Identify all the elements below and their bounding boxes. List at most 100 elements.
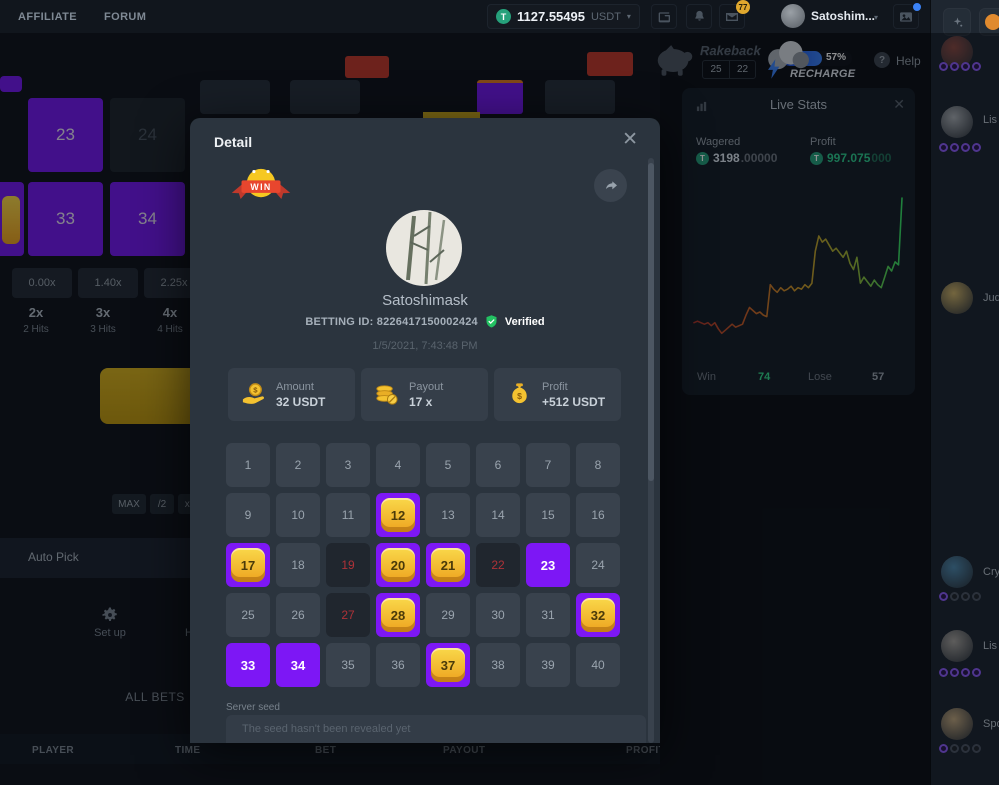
column-header-time: TIME	[175, 745, 201, 756]
balance-dropdown[interactable]: T 1127.55495 USDT ▾	[487, 4, 640, 29]
chat-username[interactable]: Cry	[983, 566, 999, 578]
level-badge-icon	[972, 668, 981, 677]
board-cell-24[interactable]: 24	[110, 98, 185, 172]
bet-username[interactable]: Satoshimask	[382, 292, 468, 309]
board-cell-33[interactable]: 33	[28, 182, 103, 256]
lose-value: 57	[872, 371, 885, 383]
hit-tab-2x[interactable]: 2x 2 Hits	[4, 305, 68, 335]
chat-username[interactable]: Lis	[983, 640, 998, 652]
chat-user-avatar[interactable]	[941, 630, 973, 662]
keno-cell-1: 1	[226, 443, 270, 487]
close-icon[interactable]: ✕	[622, 129, 638, 150]
mail-badge: 77	[736, 0, 750, 14]
bet-detail-modal: Detail ✕ WIN Satoshimask	[190, 118, 660, 743]
wagered-value: T 3198.00000	[696, 151, 777, 165]
level-badge-icon	[950, 668, 959, 677]
board-cell-fragment	[290, 80, 360, 114]
gold-fragment	[423, 112, 480, 119]
level-badge-icon	[972, 592, 981, 601]
board-cell-23[interactable]: 23	[28, 98, 103, 172]
svg-text:$: $	[253, 386, 258, 395]
win-badge: WIN	[230, 164, 292, 216]
chat-user-avatar[interactable]	[941, 708, 973, 740]
close-icon[interactable]: ✕	[893, 96, 905, 112]
board-cell-hit-fragment[interactable]	[0, 182, 24, 256]
hit-tab-3x[interactable]: 3x 3 Hits	[71, 305, 135, 335]
keno-cell-27: 27	[326, 593, 370, 637]
hotkeys-label-partial[interactable]: H	[185, 627, 193, 639]
board-cell-fragment	[545, 80, 615, 114]
chat-username[interactable]: Jud	[983, 292, 999, 304]
board-cell-34[interactable]: 34	[110, 182, 185, 256]
keno-cell-40: 40	[576, 643, 620, 687]
keno-cell-26: 26	[276, 593, 320, 637]
chat-username[interactable]: Spo	[983, 718, 999, 730]
rakeback-values: 25 22	[702, 60, 756, 79]
stat-card-payout: Payout 17 x	[361, 368, 488, 421]
chat-rain-button[interactable]	[943, 8, 971, 36]
betting-id: BETTING ID: 8226417150002424	[305, 315, 478, 328]
stat-card-amount: $ Amount 32 USDT	[228, 368, 355, 421]
top-nav-bar: AFFILIATE FORUM T 1127.55495 USDT ▾ 77 S…	[0, 0, 930, 33]
chat-user-avatar[interactable]	[941, 106, 973, 138]
hand-coin-icon: $	[240, 381, 267, 408]
keno-cell-35: 35	[326, 643, 370, 687]
bet-control-MAX[interactable]: MAX	[112, 494, 146, 514]
keno-cell-9: 9	[226, 493, 270, 537]
chat-user-avatar[interactable]	[941, 282, 973, 314]
chat-username[interactable]: Lis	[983, 114, 998, 126]
help-label[interactable]: Help	[896, 54, 921, 68]
avatar[interactable]	[781, 4, 805, 28]
keno-cell-37: 37	[426, 643, 470, 687]
keno-cell-19: 19	[326, 543, 370, 587]
keno-cell-29: 29	[426, 593, 470, 637]
live-stats-title: Live Stats	[769, 97, 828, 112]
hit-tab-4x[interactable]: 4x 4 Hits	[138, 305, 202, 335]
payout-multiplier-0.00x[interactable]: 0.00x	[12, 268, 72, 298]
chat-gift-button[interactable]	[979, 8, 999, 36]
piggy-bank-icon[interactable]	[652, 42, 698, 82]
money-bag-icon: $	[506, 381, 533, 408]
chat-toggle-button[interactable]	[893, 1, 923, 29]
rakeback-label[interactable]: Rakeback	[700, 43, 761, 58]
chat-user-avatar[interactable]	[941, 556, 973, 588]
share-button[interactable]	[594, 169, 627, 202]
keno-cell-18: 18	[276, 543, 320, 587]
stat-value: 32 USDT	[276, 394, 326, 409]
keno-cell-15: 15	[526, 493, 570, 537]
scrollbar-thumb[interactable]	[648, 163, 654, 481]
user-menu[interactable]: Satoshim...	[811, 9, 876, 23]
keno-cell-39: 39	[526, 643, 570, 687]
auto-pick-label[interactable]: Auto Pick	[28, 550, 79, 564]
vault-button[interactable]	[651, 4, 677, 29]
gear-icon[interactable]	[101, 606, 119, 624]
tab-all-bets[interactable]: ALL BETS	[125, 690, 185, 704]
right-panel: Rakeback 25 22 57% RECHARGE ? Help Live …	[657, 33, 930, 785]
setup-label[interactable]: Set up	[94, 627, 126, 639]
keno-cell-6: 6	[476, 443, 520, 487]
orange-coin-icon	[985, 14, 999, 30]
chat-user-badges	[939, 744, 981, 753]
coin-stack-icon	[373, 381, 400, 408]
level-badge-icon	[939, 668, 948, 677]
keno-cell-10: 10	[276, 493, 320, 537]
level-badge-icon	[950, 592, 959, 601]
win-label: Win	[697, 371, 716, 383]
keno-cell-31: 31	[526, 593, 570, 637]
keno-cell-38: 38	[476, 643, 520, 687]
server-seed-field[interactable]: The seed hasn't been revealed yet	[226, 715, 646, 743]
avatar[interactable]	[386, 210, 462, 286]
stat-value: +512 USDT	[542, 394, 606, 409]
nav-forum[interactable]: FORUM	[104, 11, 147, 23]
stats-icon[interactable]	[696, 99, 707, 117]
notifications-bell-button[interactable]	[686, 4, 712, 29]
bet-control-div2[interactable]: /2	[150, 494, 174, 514]
recharge-label[interactable]: RECHARGE	[790, 68, 856, 80]
nav-affiliate[interactable]: AFFILIATE	[18, 11, 77, 23]
mail-button[interactable]: 77	[719, 0, 750, 29]
stat-label: Profit	[542, 380, 568, 393]
gold-coin-icon: 12	[381, 498, 415, 532]
help-icon[interactable]: ?	[874, 52, 890, 68]
payout-multiplier-1.40x[interactable]: 1.40x	[78, 268, 138, 298]
stat-value: 17 x	[409, 394, 433, 409]
